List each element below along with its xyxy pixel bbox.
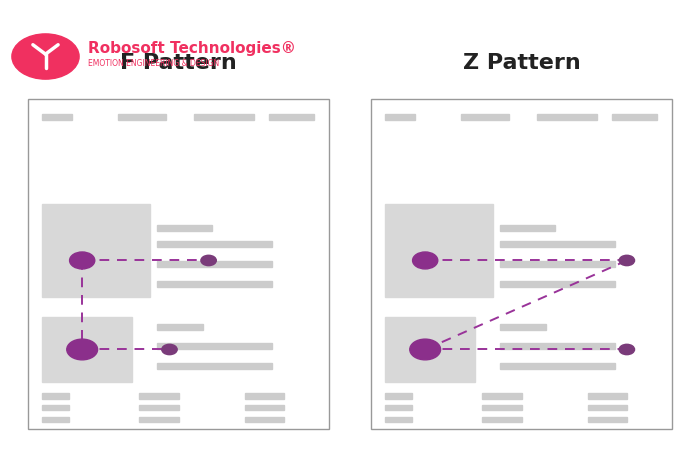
- Bar: [385, 405, 412, 410]
- Circle shape: [201, 255, 216, 266]
- Circle shape: [410, 339, 440, 360]
- Bar: [158, 241, 272, 247]
- Text: Robosoft Technologies®: Robosoft Technologies®: [88, 41, 295, 57]
- Circle shape: [12, 34, 79, 79]
- Bar: [588, 393, 627, 399]
- Bar: [371, 99, 672, 429]
- Bar: [500, 261, 615, 267]
- Bar: [139, 393, 178, 399]
- Bar: [482, 405, 522, 410]
- Text: F Pattern: F Pattern: [120, 53, 237, 73]
- Bar: [118, 114, 167, 120]
- Bar: [500, 363, 615, 369]
- Bar: [28, 99, 329, 429]
- Bar: [42, 204, 150, 297]
- Bar: [385, 317, 475, 382]
- Bar: [482, 416, 522, 422]
- Bar: [385, 393, 412, 399]
- Bar: [385, 114, 415, 120]
- Bar: [461, 114, 510, 120]
- Bar: [588, 416, 627, 422]
- Bar: [245, 393, 284, 399]
- Bar: [500, 324, 545, 330]
- Circle shape: [619, 255, 635, 266]
- Bar: [500, 241, 615, 247]
- Text: Z Pattern: Z Pattern: [463, 53, 580, 73]
- Bar: [245, 416, 284, 422]
- Circle shape: [66, 339, 97, 360]
- Bar: [269, 114, 314, 120]
- Bar: [158, 281, 272, 287]
- Bar: [158, 343, 272, 349]
- Bar: [385, 416, 412, 422]
- Bar: [500, 281, 615, 287]
- Circle shape: [619, 344, 635, 355]
- Bar: [42, 416, 69, 422]
- Bar: [245, 405, 284, 410]
- Bar: [385, 204, 494, 297]
- Bar: [42, 114, 72, 120]
- Bar: [537, 114, 596, 120]
- Text: EMOTION ENGINEERING & DESIGN: EMOTION ENGINEERING & DESIGN: [88, 59, 218, 68]
- Bar: [42, 317, 132, 382]
- Bar: [482, 393, 522, 399]
- Bar: [500, 225, 554, 231]
- Circle shape: [412, 252, 438, 269]
- Bar: [588, 405, 627, 410]
- Bar: [42, 405, 69, 410]
- Bar: [158, 324, 202, 330]
- Bar: [500, 343, 615, 349]
- Circle shape: [162, 344, 177, 355]
- Bar: [612, 114, 657, 120]
- Bar: [139, 405, 178, 410]
- Bar: [158, 363, 272, 369]
- Bar: [158, 225, 211, 231]
- Bar: [139, 416, 178, 422]
- Bar: [193, 114, 254, 120]
- Circle shape: [69, 252, 94, 269]
- Bar: [42, 393, 69, 399]
- Bar: [158, 261, 272, 267]
